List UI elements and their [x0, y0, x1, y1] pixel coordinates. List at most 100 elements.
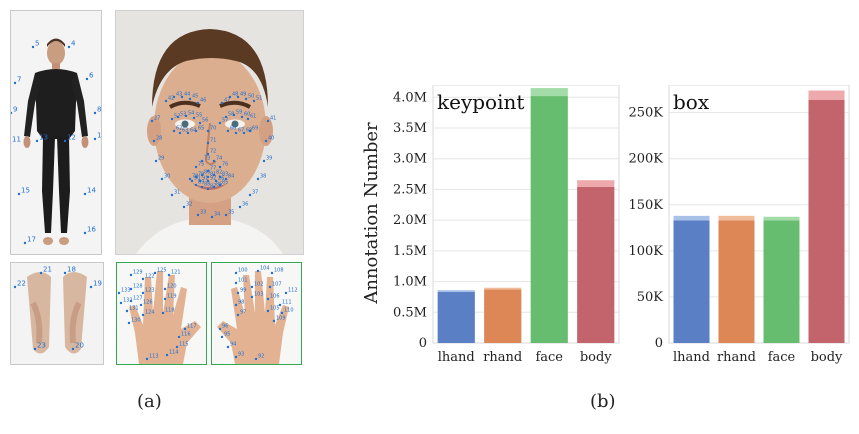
keypoint-label: 110 — [284, 308, 294, 314]
y-tick-label: 50K — [637, 290, 664, 305]
keypoint-dot — [226, 345, 230, 349]
keypoint-label: 19 — [93, 280, 102, 288]
keypoint-label: 97 — [240, 310, 246, 316]
keypoint-dot — [244, 97, 248, 101]
keypoint-label: 48 — [232, 92, 238, 98]
keypoint-dot — [164, 99, 168, 103]
y-tick-label: 0 — [655, 336, 663, 351]
keypoint-label: 43 — [176, 92, 182, 98]
keypoint-dot — [206, 179, 210, 183]
y-tick-label: 3.5M — [393, 121, 427, 136]
keypoint-label: 88 — [204, 182, 210, 188]
keypoint-dot — [266, 297, 270, 301]
keypoint-dot — [206, 152, 210, 156]
keypoint-dot — [177, 335, 181, 339]
keypoint-label: 70 — [210, 126, 216, 132]
keypoint-dot — [190, 179, 194, 183]
keypoint-dot — [152, 139, 156, 143]
x-tick-label: lhand — [438, 350, 475, 365]
keypoint-label: 130 — [131, 318, 141, 324]
keypoint-dot — [161, 311, 165, 315]
keypoint-dot — [196, 101, 200, 105]
keypoint-dot — [83, 231, 87, 235]
keypoint-label: 98 — [238, 300, 244, 306]
keypoint-dot — [13, 81, 17, 85]
keypoint-label: 115 — [179, 342, 189, 348]
keypoint-dot — [248, 193, 252, 197]
keypoint-label: 87 — [210, 184, 216, 190]
keypoint-dot — [163, 287, 167, 291]
keypoint-dot — [139, 303, 143, 307]
keypoint-dot — [63, 271, 67, 275]
keypoint-dot — [266, 309, 270, 313]
keypoint-dot — [11, 111, 13, 115]
keypoint-label: 84 — [228, 174, 234, 180]
left-hand-keypoint-image: 129 122 125 121 128 123 120 127 126 119 131 124 118 1… — [116, 262, 207, 365]
keypoint-label: 94 — [230, 342, 236, 348]
keypoint-dot — [117, 291, 121, 295]
keypoint-label: 109 — [276, 316, 286, 322]
bar-top-face — [763, 216, 800, 221]
keypoint-label: 17 — [27, 236, 36, 244]
keypoint-label: 66 — [230, 126, 236, 132]
keypoint-dot — [163, 297, 167, 301]
keypoint-label: 7 — [17, 76, 21, 84]
bar-top-rhand — [484, 287, 522, 290]
keypoint-dot — [85, 77, 89, 81]
keypoint-label: 5 — [35, 40, 39, 48]
y-tick-label: 2.5M — [393, 182, 427, 197]
body-keypoint-labels: 5 4 7 6 9 8 11 10 13 12 15 14 17 16 — [11, 40, 101, 245]
keypoint-dot — [141, 313, 145, 317]
keypoint-label: 129 — [133, 270, 143, 276]
x-tick-label: face — [535, 350, 563, 365]
keypoint-dot — [206, 169, 210, 173]
keypoint-dot — [272, 319, 276, 323]
keypoint-label: 56 — [202, 118, 208, 124]
bar-body — [577, 186, 615, 343]
bar-face — [530, 96, 568, 343]
keypoint-dot — [198, 121, 202, 125]
keypoint-label: 122 — [145, 274, 155, 280]
keypoint-label: 35 — [228, 210, 234, 216]
keypoint-label: 71 — [210, 138, 216, 144]
keypoint-dot — [234, 303, 238, 307]
keypoint-dot — [226, 129, 230, 133]
keypoint-label: 10 — [97, 132, 101, 140]
keypoint-dot — [167, 273, 171, 277]
keypoint-dot — [160, 177, 164, 181]
keypoint-label: 73 — [204, 156, 210, 162]
keypoint-dot — [194, 165, 198, 169]
keypoint-dot — [183, 327, 187, 331]
keypoint-dot — [280, 311, 284, 315]
full-body-keypoint-image: 5 4 7 6 9 8 11 10 13 12 15 14 17 16 — [10, 10, 102, 255]
keypoint-label: 119 — [167, 294, 177, 300]
keypoint-dot — [89, 285, 93, 289]
x-tick-label: face — [768, 350, 796, 365]
keypoint-dot — [250, 285, 254, 289]
keypoint-label: 111 — [282, 300, 292, 306]
keypoint-label: 74 — [216, 156, 222, 162]
keypoint-dot — [192, 116, 196, 120]
y-tick-label: 150K — [628, 198, 663, 213]
keypoint-chart: 0 0.5M 1.0M 1.5M 2.0M 2.5M 3.0M 3.5M 4.0M lhand rh… — [393, 85, 620, 365]
keypoint-label: 49 — [240, 92, 246, 98]
keypoint-label: 99 — [240, 288, 246, 294]
keypoint-dot — [224, 213, 228, 217]
keypoint-dot — [210, 215, 214, 219]
keypoint-label: 16 — [87, 226, 96, 234]
keypoint-dot — [214, 179, 218, 183]
chart-title: box — [673, 90, 710, 114]
keypoint-label: 108 — [274, 268, 284, 274]
keypoint-dot — [224, 115, 228, 119]
keypoint-label: 92 — [258, 354, 264, 360]
keypoint-label: 128 — [133, 284, 143, 290]
keypoint-dot — [228, 95, 232, 99]
keypoint-label: 118 — [165, 308, 175, 314]
keypoint-dot — [206, 175, 210, 179]
keypoint-dot — [129, 299, 133, 303]
x-tick-label: rhand — [483, 350, 522, 365]
keypoint-dot — [184, 114, 188, 118]
x-tick-label: body — [580, 350, 612, 365]
keypoint-label: 67 — [238, 128, 244, 134]
